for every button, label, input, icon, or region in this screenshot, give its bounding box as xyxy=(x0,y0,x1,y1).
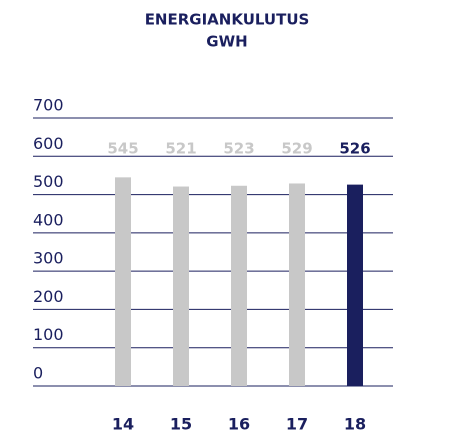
y-tick-label: 200 xyxy=(33,287,64,306)
value-label: 521 xyxy=(165,140,196,158)
value-label: 526 xyxy=(339,140,370,158)
chart-subtitle: GWH xyxy=(206,33,247,51)
value-label: 523 xyxy=(223,140,254,158)
bar xyxy=(289,183,305,386)
value-label: 545 xyxy=(107,140,138,158)
y-tick-label: 500 xyxy=(33,172,64,191)
y-tick-label: 400 xyxy=(33,210,64,229)
y-tick-label: 100 xyxy=(33,325,64,344)
y-tick-label: 0 xyxy=(33,364,43,383)
chart-title: ENERGIANKULUTUS xyxy=(145,11,310,29)
x-tick-label: 14 xyxy=(112,415,134,434)
x-tick-label: 17 xyxy=(286,415,308,434)
value-label: 529 xyxy=(281,140,312,158)
y-tick-label: 700 xyxy=(33,96,64,115)
bar xyxy=(347,184,363,386)
x-tick-label: 18 xyxy=(344,415,366,434)
y-tick-label: 300 xyxy=(33,249,64,268)
bar xyxy=(231,185,247,386)
y-tick-label: 600 xyxy=(33,134,64,153)
bar xyxy=(173,186,189,386)
bar xyxy=(115,177,131,386)
x-tick-label: 16 xyxy=(228,415,250,434)
x-tick-label: 15 xyxy=(170,415,192,434)
